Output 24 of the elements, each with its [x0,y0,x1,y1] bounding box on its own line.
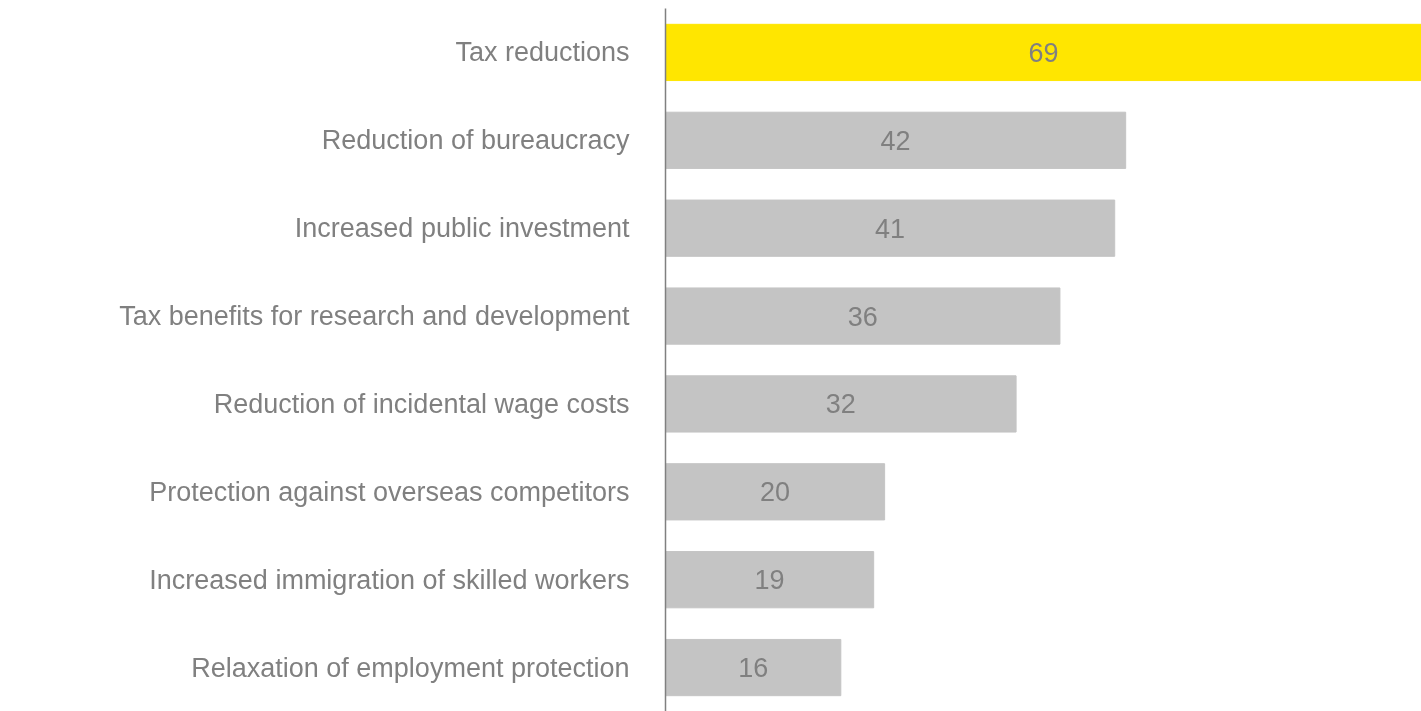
data-label: 36 [847,301,878,332]
data-label: 32 [825,389,856,420]
y-tick-label: Protection against overseas competitors [149,476,630,507]
bar [665,551,875,609]
bar [665,23,1421,82]
bar [665,199,1116,257]
data-label: 42 [880,125,911,156]
data-label: 20 [760,477,791,508]
bar [665,111,1127,169]
data-label: 19 [754,565,785,596]
y-tick-label: Increased public investment [294,213,630,244]
data-label: 16 [738,653,769,684]
bar [665,638,842,697]
bar [665,463,886,521]
y-tick-label: Relaxation of employment protection [191,652,630,683]
y-tick-label: Reduction of incidental wage costs [213,388,630,419]
bar [665,287,1061,345]
bar [665,375,1017,433]
data-label: 41 [875,213,906,244]
y-tick-label: Tax benefits for research and development [119,301,630,332]
data-label: 69 [1028,37,1059,68]
y-tick-label: Tax reductions [455,37,630,68]
y-tick-label: Increased immigration of skilled workers [149,564,630,595]
y-tick-label: Reduction of bureaucracy [321,125,630,156]
